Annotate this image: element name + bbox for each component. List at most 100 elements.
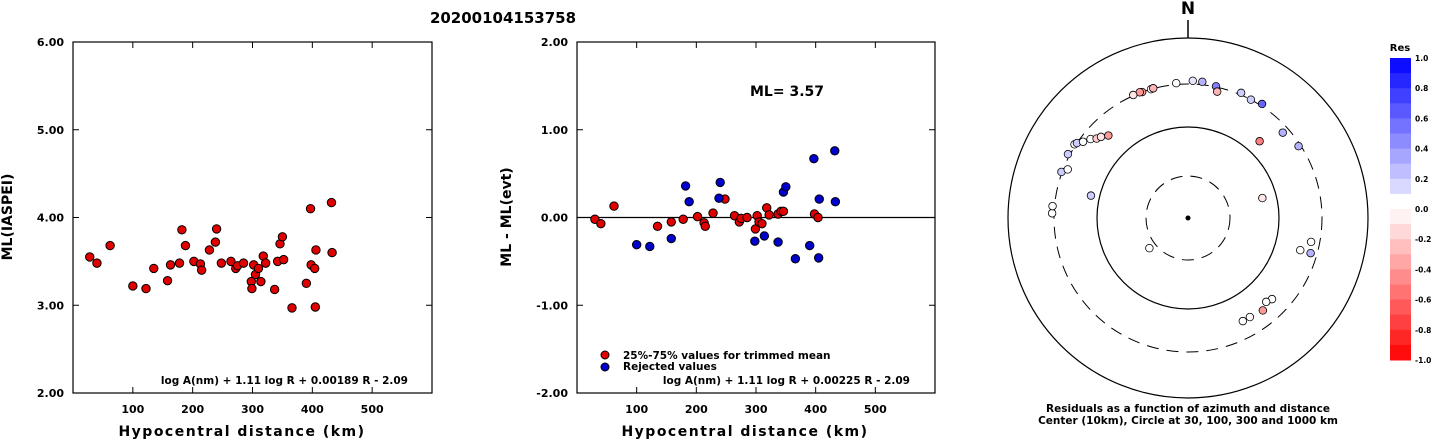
plot-frame — [72, 41, 433, 394]
axis-ticks: 100 200 300 400 500 2.00 3.00 4.00 5.00 6.00 — [37, 36, 432, 416]
color-scale-cell — [1390, 284, 1411, 301]
color-scale-cell — [1390, 88, 1411, 104]
data-point — [830, 197, 841, 207]
legend-label-rejected: Rejected values — [623, 361, 717, 373]
color-scale-tick-label: -0.6 — [1415, 296, 1431, 305]
data-point — [310, 302, 321, 312]
color-scale-cell — [1390, 148, 1411, 165]
station-marker — [1129, 90, 1138, 100]
color-scale-cell — [1390, 73, 1411, 89]
data-point — [700, 221, 710, 231]
range-ring-30km — [1145, 175, 1231, 261]
color-scale-cell — [1390, 224, 1411, 240]
station-marker — [1096, 132, 1106, 142]
data-point — [177, 225, 187, 235]
data-point — [678, 214, 688, 224]
color-scale-tick-label: 0.2 — [1415, 175, 1428, 184]
data-point — [757, 218, 767, 229]
color-scale-tick-label: 0.0 — [1415, 205, 1428, 214]
y-axis-label: ML - ML(evt) — [499, 167, 515, 266]
x-tick-label: 300 — [241, 403, 264, 416]
data-point — [162, 275, 173, 286]
station-marker — [1245, 312, 1255, 322]
y-tick-label: 4.00 — [37, 212, 64, 225]
color-scale-ticks: 1.0 0.8 0.6 0.4 0.2 0.0 -0.2 -0.4 -0.6 -0.8 -1.0 — [1415, 54, 1431, 365]
range-ring-300km — [1053, 83, 1323, 353]
x-axis-label: Hypocentral distance (km) — [118, 424, 365, 440]
x-axis-label: Hypocentral distance (km) — [621, 424, 868, 440]
color-scale-cell — [1390, 299, 1411, 316]
data-point — [287, 303, 297, 313]
legend-marker-rejected — [600, 362, 610, 372]
legend-label-trimmed: 25%-75% values for trimmed mean — [623, 350, 831, 362]
station-marker — [1198, 77, 1207, 86]
legend-marker-trimmed — [600, 350, 610, 360]
data-point — [105, 240, 115, 251]
data-point — [310, 263, 320, 274]
data-point — [253, 263, 264, 274]
color-scale-tick-label: 0.4 — [1415, 145, 1428, 154]
color-scale-tick-label: -0.4 — [1415, 265, 1431, 274]
color-scale-tick-label: 0.8 — [1415, 84, 1428, 93]
axis-ticks: 100 200 300 400 500 -2.00 -1.00 0.00 1.00 2.00 — [536, 36, 935, 416]
data-point — [141, 283, 151, 294]
data-point — [684, 197, 694, 207]
ml-value-annotation: ML= 3.57 — [750, 84, 824, 100]
north-label: N — [1181, 0, 1195, 19]
data-point — [211, 224, 222, 234]
data-point — [692, 211, 703, 222]
data-point — [210, 237, 221, 247]
data-point — [92, 258, 102, 268]
page-title: 20200104153758 — [430, 9, 576, 27]
range-ring-1000km — [1007, 37, 1369, 399]
legend: 25%-75% values for trimmed mean Rejected… — [600, 350, 831, 373]
data-point — [256, 276, 266, 287]
data-point — [715, 177, 725, 188]
color-scale-tick-label: 0.6 — [1415, 114, 1428, 123]
x-tick-label: 500 — [864, 403, 887, 416]
data-point — [814, 194, 824, 204]
data-point — [708, 208, 718, 218]
data-point — [165, 260, 176, 270]
color-scale-cell — [1390, 209, 1411, 225]
x-tick-label: 200 — [685, 403, 708, 416]
station-marker — [1255, 137, 1264, 146]
map-caption-line1: Residuals as a function of azimuth and d… — [1046, 403, 1330, 415]
station-marker — [1238, 316, 1248, 326]
station-marker — [1188, 76, 1197, 85]
data-point — [277, 232, 288, 242]
data-point — [596, 218, 606, 229]
data-point — [216, 258, 227, 268]
color-scale-tick-label: -0.8 — [1415, 326, 1431, 335]
map-caption-line2: Center (10km), Circle at 30, 100, 300 an… — [1038, 415, 1338, 427]
y-tick-label: -2.00 — [536, 387, 568, 400]
residual-azimuth-map: N Residuals as a function of azimuth and… — [1007, 0, 1369, 427]
station-marker — [1278, 128, 1287, 137]
color-scale — [1390, 58, 1411, 361]
y-tick-label: 0.00 — [541, 212, 568, 225]
color-scale-cell — [1390, 163, 1411, 180]
data-point — [830, 146, 840, 156]
data-point — [327, 247, 337, 258]
station-marker — [1063, 165, 1072, 174]
y-tick-label: 3.00 — [37, 299, 64, 312]
data-point — [666, 217, 676, 227]
station-marker — [1306, 237, 1316, 247]
data-point — [609, 201, 619, 211]
data-point — [680, 181, 691, 191]
station-marker — [1258, 193, 1267, 203]
x-tick-label: 100 — [625, 403, 648, 416]
color-scale-cell — [1390, 254, 1411, 270]
station-marker — [1078, 137, 1088, 146]
station-marker — [1246, 95, 1256, 104]
data-point — [773, 237, 783, 247]
data-point — [759, 231, 770, 241]
data-point — [301, 278, 312, 289]
y-tick-label: -1.00 — [536, 299, 568, 312]
data-point — [750, 236, 760, 246]
color-scale-cell — [1390, 344, 1411, 361]
station-marker — [1104, 131, 1113, 140]
color-scale-cell — [1390, 178, 1411, 195]
data-point — [204, 245, 215, 255]
x-tick-label: 200 — [181, 403, 204, 416]
